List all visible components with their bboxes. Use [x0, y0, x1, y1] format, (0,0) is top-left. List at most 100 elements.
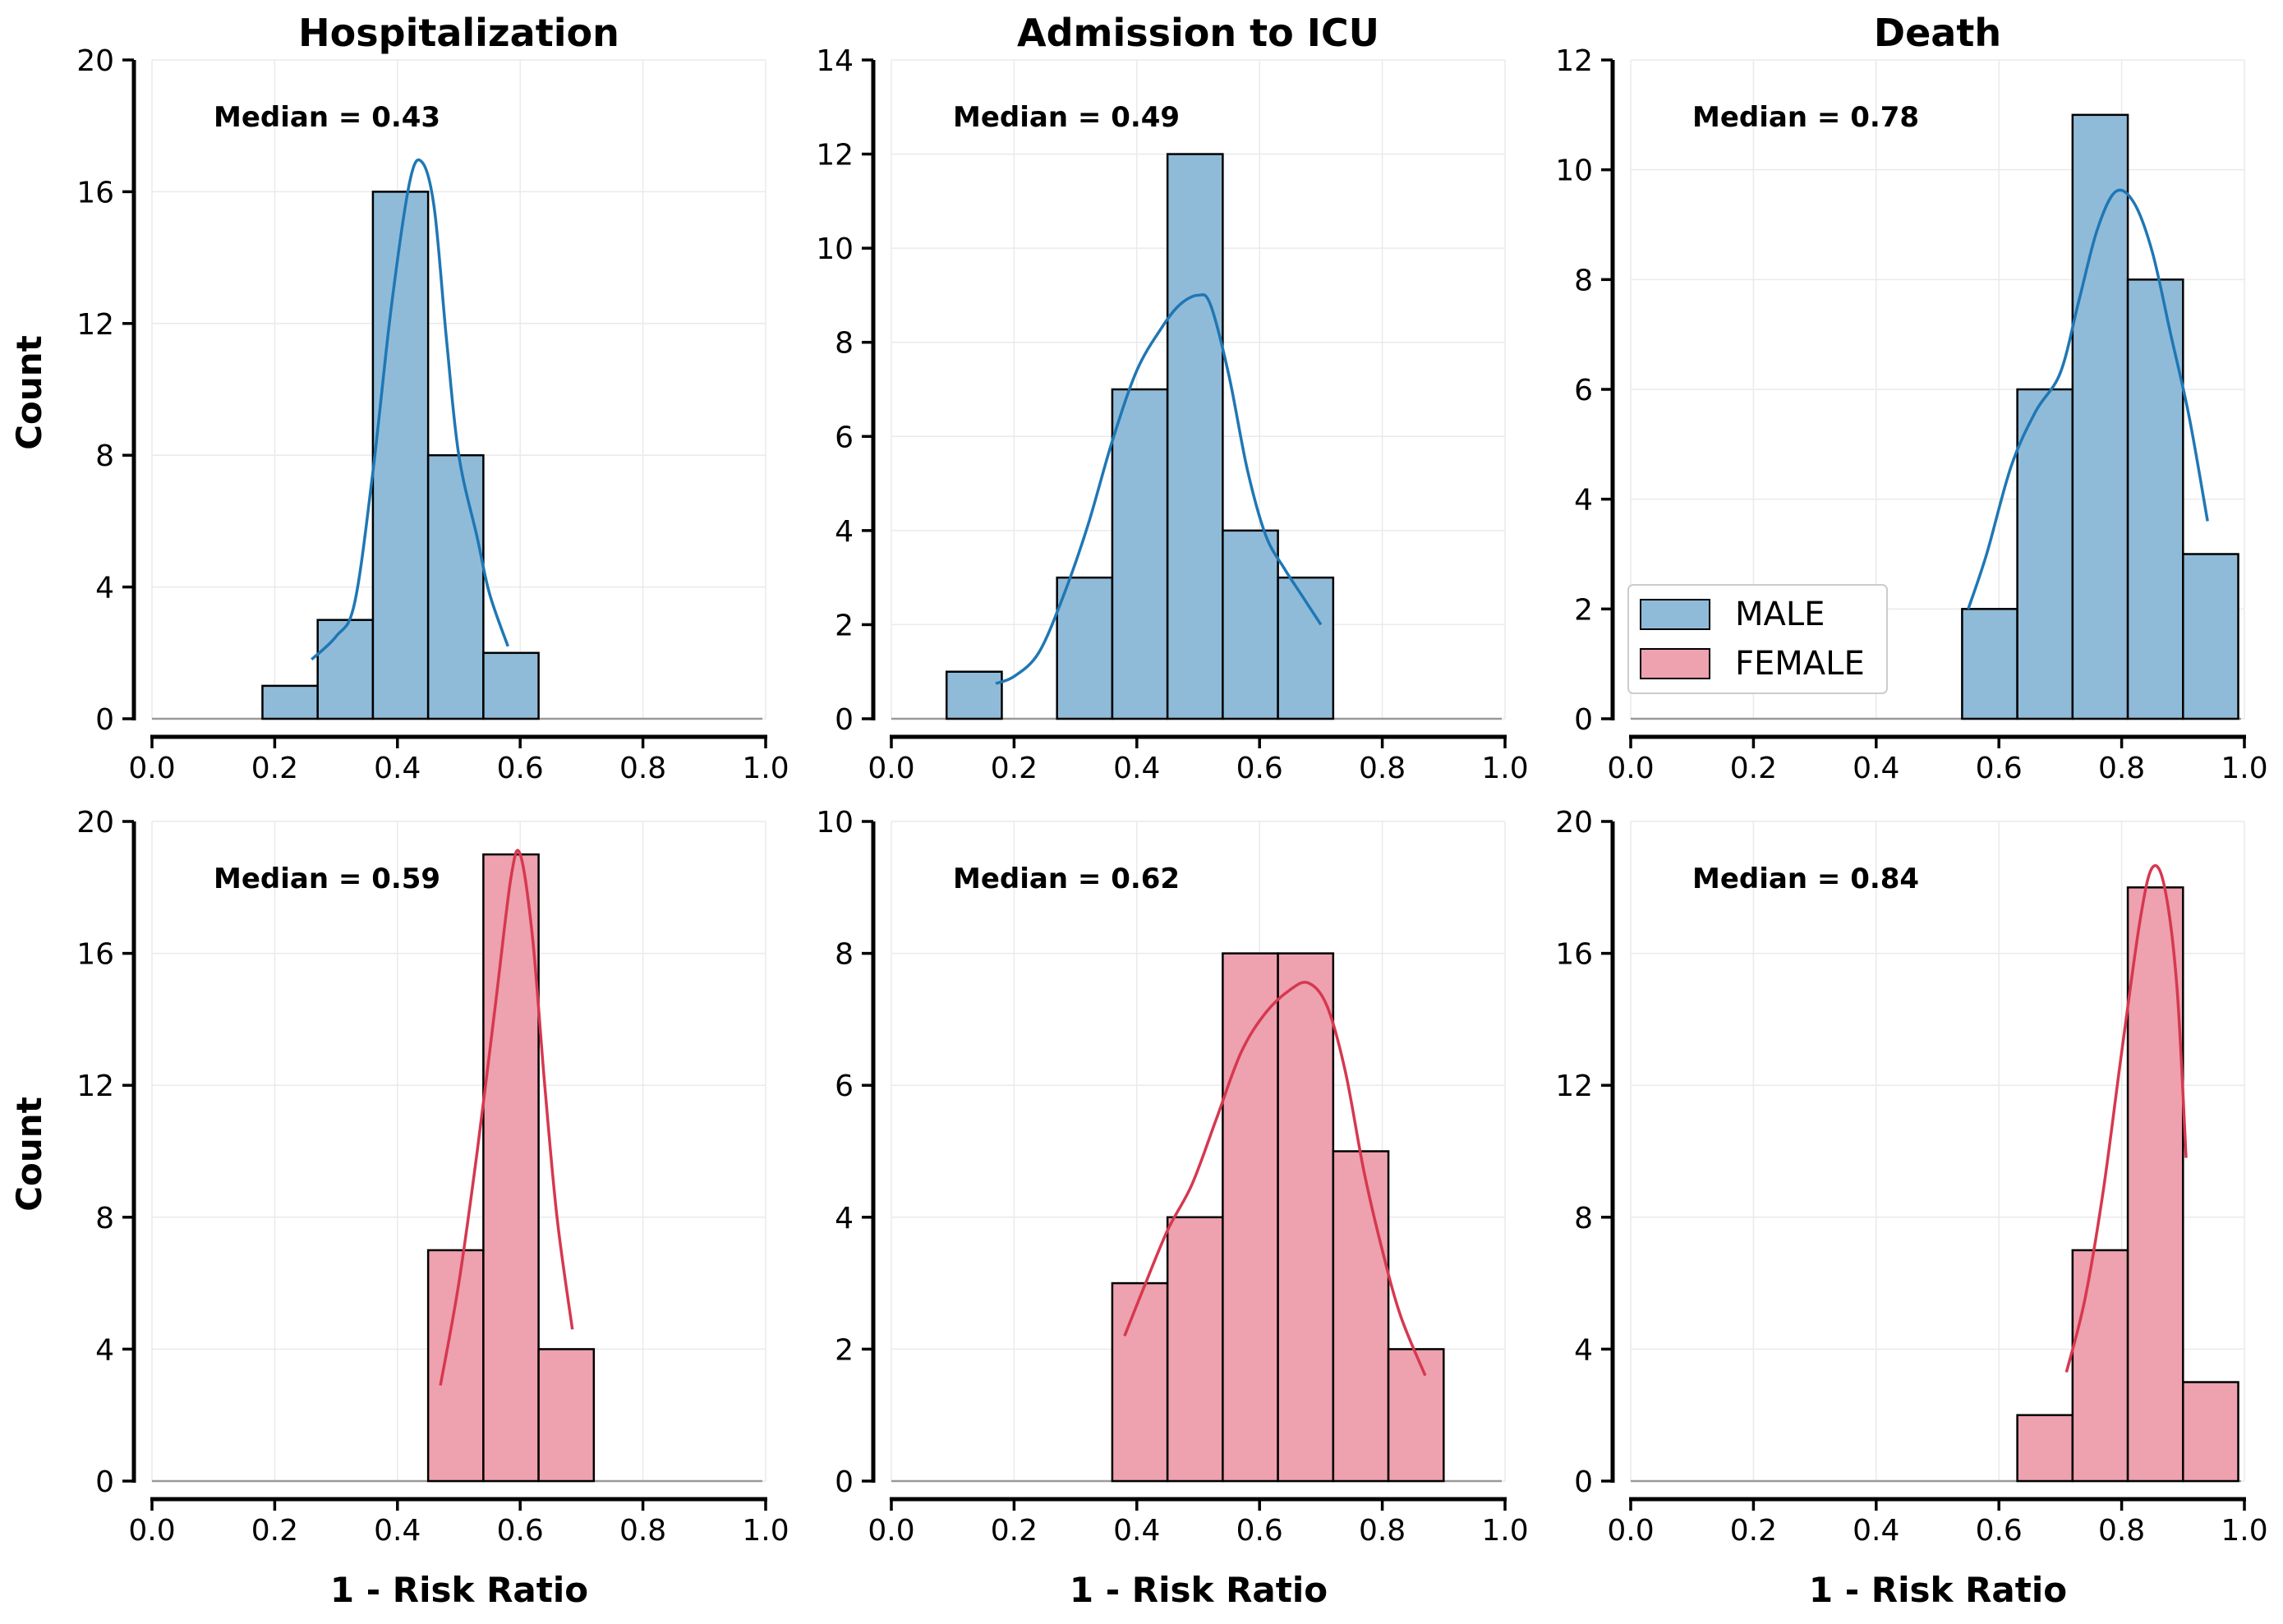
x-tick-label: 0.0 — [868, 752, 914, 785]
kde-curve — [995, 293, 1323, 685]
y-tick-label: 0 — [95, 703, 114, 737]
x-tick-label: 0.4 — [1113, 752, 1160, 785]
median-annotation: Median = 0.62 — [953, 863, 1180, 895]
y-tick-label: 2 — [1574, 593, 1593, 627]
panel-title: Death — [1874, 11, 2001, 55]
median-annotation: Median = 0.49 — [953, 101, 1180, 134]
histogram-bar — [1166, 1216, 1224, 1483]
y-tick-label: 0 — [1574, 1465, 1593, 1499]
y-tick-label: 16 — [76, 176, 114, 209]
x-tick-label: 0.8 — [1359, 1514, 1406, 1548]
histogram-bar — [1277, 576, 1335, 720]
y-tick-label: 4 — [835, 515, 854, 549]
kde-curve — [1123, 980, 1427, 1377]
x-tick-label: 1.0 — [2221, 752, 2267, 785]
x-tick-label: 0.8 — [1359, 752, 1406, 785]
y-tick-label: 12 — [816, 139, 854, 173]
x-tick-label: 1.0 — [742, 1514, 789, 1548]
x-tick-label: 0.4 — [374, 752, 421, 785]
histogram-bar — [2182, 553, 2239, 720]
panel-1-0: 0 4 8 12 16 20 0.0 0.2 0.4 0.6 0.8 1.0 Median = 0.59 — [76, 806, 789, 1548]
y-tick-label: 0 — [835, 1465, 854, 1499]
panel-0-2: 0 2 4 6 8 10 12 0.0 0.2 0.4 0.6 0.8 1.0 Death Median =… — [1555, 11, 2267, 785]
histogram-bar — [1056, 576, 1114, 720]
x-tick-label: 0.0 — [128, 752, 175, 785]
histogram-bar — [426, 453, 485, 720]
histogram-bar — [2126, 886, 2184, 1483]
histogram-bar — [2016, 388, 2074, 720]
y-tick-label: 6 — [835, 1070, 854, 1103]
kde-curve — [311, 158, 509, 661]
x-tick-label: 0.2 — [251, 1514, 298, 1548]
xlabel-col2: 1 - Risk Ratio — [1809, 1570, 2067, 1610]
ylabel-top: Count — [9, 335, 49, 450]
y-tick-label: 10 — [816, 806, 854, 840]
kde-curve — [439, 849, 574, 1386]
y-tick-label: 2 — [835, 1333, 854, 1367]
histogram-bar — [2016, 1414, 2074, 1483]
y-tick-label: 8 — [1574, 1202, 1593, 1235]
y-tick-label: 12 — [76, 308, 114, 342]
x-tick-label: 0.8 — [619, 752, 666, 785]
x-tick-label: 0.2 — [991, 1514, 1038, 1548]
y-tick-label: 0 — [835, 703, 854, 737]
y-tick-label: 10 — [816, 232, 854, 266]
y-tick-label: 4 — [95, 572, 114, 605]
x-tick-label: 0.2 — [1730, 752, 1777, 785]
median-annotation: Median = 0.43 — [214, 101, 440, 134]
y-tick-label: 10 — [1555, 154, 1593, 188]
x-tick-label: 0.2 — [251, 752, 298, 785]
x-tick-label: 0.6 — [497, 1514, 544, 1548]
ylabel-bottom: Count — [9, 1097, 49, 1212]
panel-1-2: 0 4 8 12 16 20 0.0 0.2 0.4 0.6 0.8 1.0 Median = 0.84 — [1555, 806, 2267, 1548]
legend-label-male: MALE — [1735, 596, 1825, 633]
y-tick-label: 6 — [835, 421, 854, 454]
histogram-bar — [1222, 529, 1279, 720]
y-tick-label: 16 — [76, 938, 114, 972]
histogram-bar — [1332, 1150, 1390, 1483]
y-tick-label: 8 — [95, 1202, 114, 1235]
x-tick-label: 0.6 — [1236, 1514, 1283, 1548]
y-tick-label: 16 — [1555, 938, 1593, 972]
y-tick-label: 0 — [1574, 703, 1593, 737]
panel-title: Hospitalization — [298, 11, 619, 55]
histogram-bar — [1277, 952, 1335, 1483]
y-tick-label: 12 — [1555, 44, 1593, 78]
y-tick-label: 12 — [76, 1070, 114, 1103]
histogram-bar — [1111, 388, 1169, 720]
histogram-bar — [1111, 1281, 1169, 1483]
legend-label-female: FEMALE — [1735, 645, 1865, 683]
x-tick-label: 0.8 — [2098, 1514, 2145, 1548]
x-tick-label: 1.0 — [1481, 1514, 1528, 1548]
y-tick-label: 8 — [835, 327, 854, 361]
legend-swatch-male — [1640, 599, 1710, 630]
x-tick-label: 0.4 — [374, 1514, 421, 1548]
histogram-bar — [2126, 278, 2184, 720]
median-annotation: Median = 0.59 — [214, 863, 440, 895]
histogram-bar — [2182, 1381, 2239, 1483]
y-tick-label: 4 — [1574, 484, 1593, 518]
y-tick-label: 20 — [1555, 806, 1593, 840]
legend-swatch-female — [1640, 648, 1710, 679]
panel-0-1: 0 2 4 6 8 10 12 14 0.0 0.2 0.4 0.6 0.8 1.0 Admission t… — [816, 11, 1528, 785]
x-tick-label: 0.8 — [2098, 752, 2145, 785]
x-tick-label: 0.6 — [497, 752, 544, 785]
histogram-bar — [261, 684, 319, 720]
x-tick-label: 0.4 — [1853, 1514, 1899, 1548]
y-tick-label: 14 — [816, 44, 854, 78]
y-tick-label: 0 — [95, 1465, 114, 1499]
xlabel-col1: 1 - Risk Ratio — [1070, 1570, 1328, 1610]
histogram-bar — [2071, 1249, 2129, 1483]
x-tick-label: 1.0 — [2221, 1514, 2267, 1548]
histogram-bar — [2071, 113, 2129, 720]
median-annotation: Median = 0.84 — [1692, 863, 1919, 895]
panel-title: Admission to ICU — [1017, 11, 1379, 55]
histogram-bar — [371, 191, 430, 720]
y-tick-label: 8 — [95, 439, 114, 473]
histogram-bar — [482, 651, 540, 720]
xlabel-col0: 1 - Risk Ratio — [330, 1570, 588, 1610]
y-tick-label: 8 — [1574, 264, 1593, 297]
x-tick-label: 0.6 — [1236, 752, 1283, 785]
